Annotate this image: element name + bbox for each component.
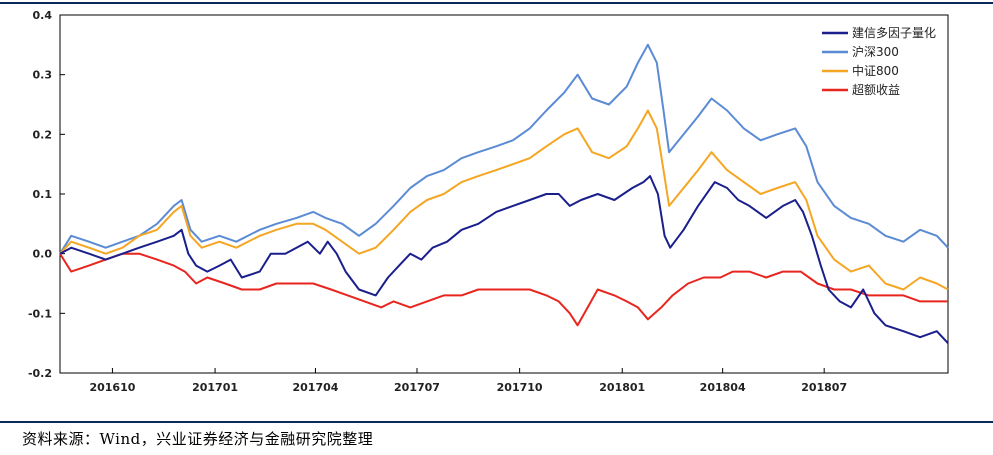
y-tick-label: -0.1 bbox=[28, 307, 52, 320]
top-rule bbox=[0, 2, 993, 4]
x-tick-label: 201710 bbox=[497, 381, 543, 394]
x-axis: 201610 201701 201704 201707 201710 201801 2018… bbox=[89, 368, 847, 394]
y-tick-label: 0.4 bbox=[33, 9, 53, 22]
series-line-3 bbox=[59, 252, 948, 327]
legend-label: 建信多因子量化 bbox=[852, 26, 936, 40]
plot-frame bbox=[59, 14, 949, 374]
y-tick-label: 0.2 bbox=[33, 128, 53, 141]
y-tick-label: -0.2 bbox=[28, 367, 52, 380]
y-axis: 0.4 0.3 0.2 0.1 0.0 -0.1 -0.2 bbox=[28, 9, 65, 380]
legend-label: 中证800 bbox=[852, 63, 899, 78]
legend-label: 超额收益 bbox=[852, 82, 900, 97]
series-line-2 bbox=[59, 109, 949, 291]
y-tick-label: 0.0 bbox=[33, 248, 53, 261]
series-line-1 bbox=[59, 43, 949, 255]
source-rule bbox=[0, 421, 993, 423]
x-tick-label: 201801 bbox=[599, 381, 645, 394]
series-line-0 bbox=[59, 175, 949, 344]
y-tick-label: 0.1 bbox=[33, 188, 53, 201]
x-tick-label: 201707 bbox=[394, 381, 440, 394]
source-note: 资料来源：Wind，兴业证券经济与金融研究院整理 bbox=[22, 430, 374, 448]
x-tick-label: 201701 bbox=[192, 381, 238, 394]
legend-label: 沪深300 bbox=[852, 45, 899, 59]
line-chart: 0.4 0.3 0.2 0.1 0.0 -0.1 -0.2 201610 201701 2017… bbox=[28, 9, 949, 394]
x-tick-label: 201807 bbox=[801, 381, 847, 394]
y-tick-label: 0.3 bbox=[33, 69, 53, 82]
series-lines bbox=[59, 43, 949, 344]
x-tick-label: 201804 bbox=[700, 381, 746, 394]
x-tick-label: 201704 bbox=[292, 381, 338, 394]
x-tick-label: 201610 bbox=[89, 381, 135, 394]
